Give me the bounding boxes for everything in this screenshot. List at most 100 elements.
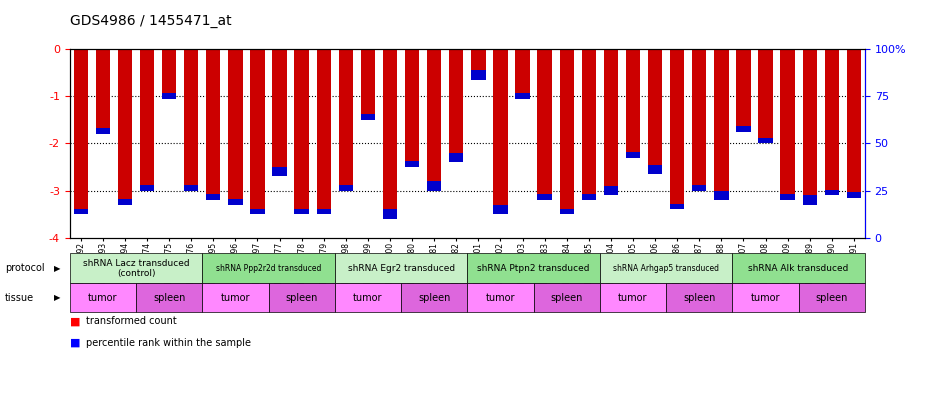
Text: tumor: tumor (618, 293, 647, 303)
Bar (692, 49, 707, 191)
Bar (361, 114, 375, 120)
Bar (758, 49, 773, 143)
Text: ■: ■ (70, 338, 80, 348)
Text: ▶: ▶ (54, 264, 60, 273)
Bar (780, 195, 795, 200)
Bar (140, 185, 154, 191)
Bar (405, 162, 419, 167)
Bar (626, 152, 640, 158)
Bar (780, 49, 795, 200)
Text: spleen: spleen (418, 293, 450, 303)
Bar (538, 195, 551, 200)
Bar (118, 49, 132, 205)
Text: shRNA Ptpn2 transduced: shRNA Ptpn2 transduced (477, 264, 590, 273)
Text: tumor: tumor (751, 293, 780, 303)
Bar (600, 253, 732, 283)
Text: shRNA Lacz transduced
(control): shRNA Lacz transduced (control) (83, 259, 190, 278)
Text: tumor: tumor (485, 293, 515, 303)
Text: spleen: spleen (683, 293, 715, 303)
Bar (799, 283, 865, 312)
Text: tumor: tumor (88, 293, 117, 303)
Bar (228, 49, 243, 205)
Text: shRNA Egr2 transduced: shRNA Egr2 transduced (348, 264, 455, 273)
Bar (600, 283, 666, 312)
Bar (184, 185, 198, 191)
Text: shRNA Arhgap5 transduced: shRNA Arhgap5 transduced (613, 264, 719, 273)
Bar (272, 49, 286, 176)
Bar (604, 49, 618, 195)
Bar (140, 49, 154, 191)
Bar (472, 49, 485, 80)
Bar (250, 49, 265, 214)
Text: tumor: tumor (220, 293, 250, 303)
Bar (737, 126, 751, 132)
Bar (538, 49, 551, 200)
Bar (467, 283, 534, 312)
Bar (449, 49, 463, 162)
Bar (269, 283, 335, 312)
Bar (692, 185, 707, 191)
Bar (339, 185, 353, 191)
Text: ■: ■ (70, 316, 80, 326)
Bar (427, 49, 442, 191)
Text: GDS4986 / 1455471_at: GDS4986 / 1455471_at (70, 14, 232, 28)
Text: ▶: ▶ (54, 294, 60, 302)
Bar (758, 138, 773, 143)
Bar (162, 93, 177, 99)
Bar (206, 49, 220, 200)
Bar (825, 190, 839, 195)
Bar (670, 49, 684, 209)
Bar (581, 195, 596, 200)
Bar (515, 93, 530, 99)
Bar (581, 49, 596, 200)
Bar (648, 49, 662, 174)
Text: tissue: tissue (5, 293, 33, 303)
Bar (335, 283, 401, 312)
Bar (493, 49, 508, 214)
Bar (648, 165, 662, 174)
Bar (714, 191, 728, 200)
Bar (427, 181, 442, 191)
Text: tumor: tumor (353, 293, 382, 303)
Bar (73, 49, 88, 214)
Bar (272, 167, 286, 176)
Bar (250, 209, 265, 214)
Text: spleen: spleen (286, 293, 318, 303)
Text: transformed count: transformed count (86, 316, 178, 326)
Bar (383, 209, 397, 219)
Bar (534, 283, 600, 312)
Bar (733, 283, 799, 312)
Bar (96, 49, 110, 134)
Bar (401, 283, 467, 312)
Bar (737, 49, 751, 132)
Bar (206, 195, 220, 200)
Bar (228, 199, 243, 205)
Bar (202, 283, 269, 312)
Bar (472, 70, 485, 80)
Bar (70, 283, 136, 312)
Bar (733, 253, 865, 283)
Bar (96, 129, 110, 134)
Bar (803, 49, 817, 205)
Bar (846, 192, 861, 198)
Bar (670, 204, 684, 209)
Text: shRNA Ppp2r2d transduced: shRNA Ppp2r2d transduced (216, 264, 321, 273)
Bar (316, 209, 331, 214)
Bar (118, 199, 132, 205)
Bar (295, 209, 309, 214)
Bar (560, 209, 574, 214)
Bar (339, 49, 353, 191)
Bar (335, 253, 467, 283)
Bar (825, 49, 839, 195)
Bar (295, 49, 309, 214)
Bar (560, 49, 574, 214)
Bar (846, 49, 861, 198)
Bar (405, 49, 419, 167)
Bar (202, 253, 335, 283)
Text: percentile rank within the sample: percentile rank within the sample (86, 338, 251, 348)
Bar (449, 153, 463, 162)
Text: spleen: spleen (153, 293, 185, 303)
Bar (73, 209, 88, 214)
Bar (316, 49, 331, 214)
Text: protocol: protocol (5, 263, 45, 274)
